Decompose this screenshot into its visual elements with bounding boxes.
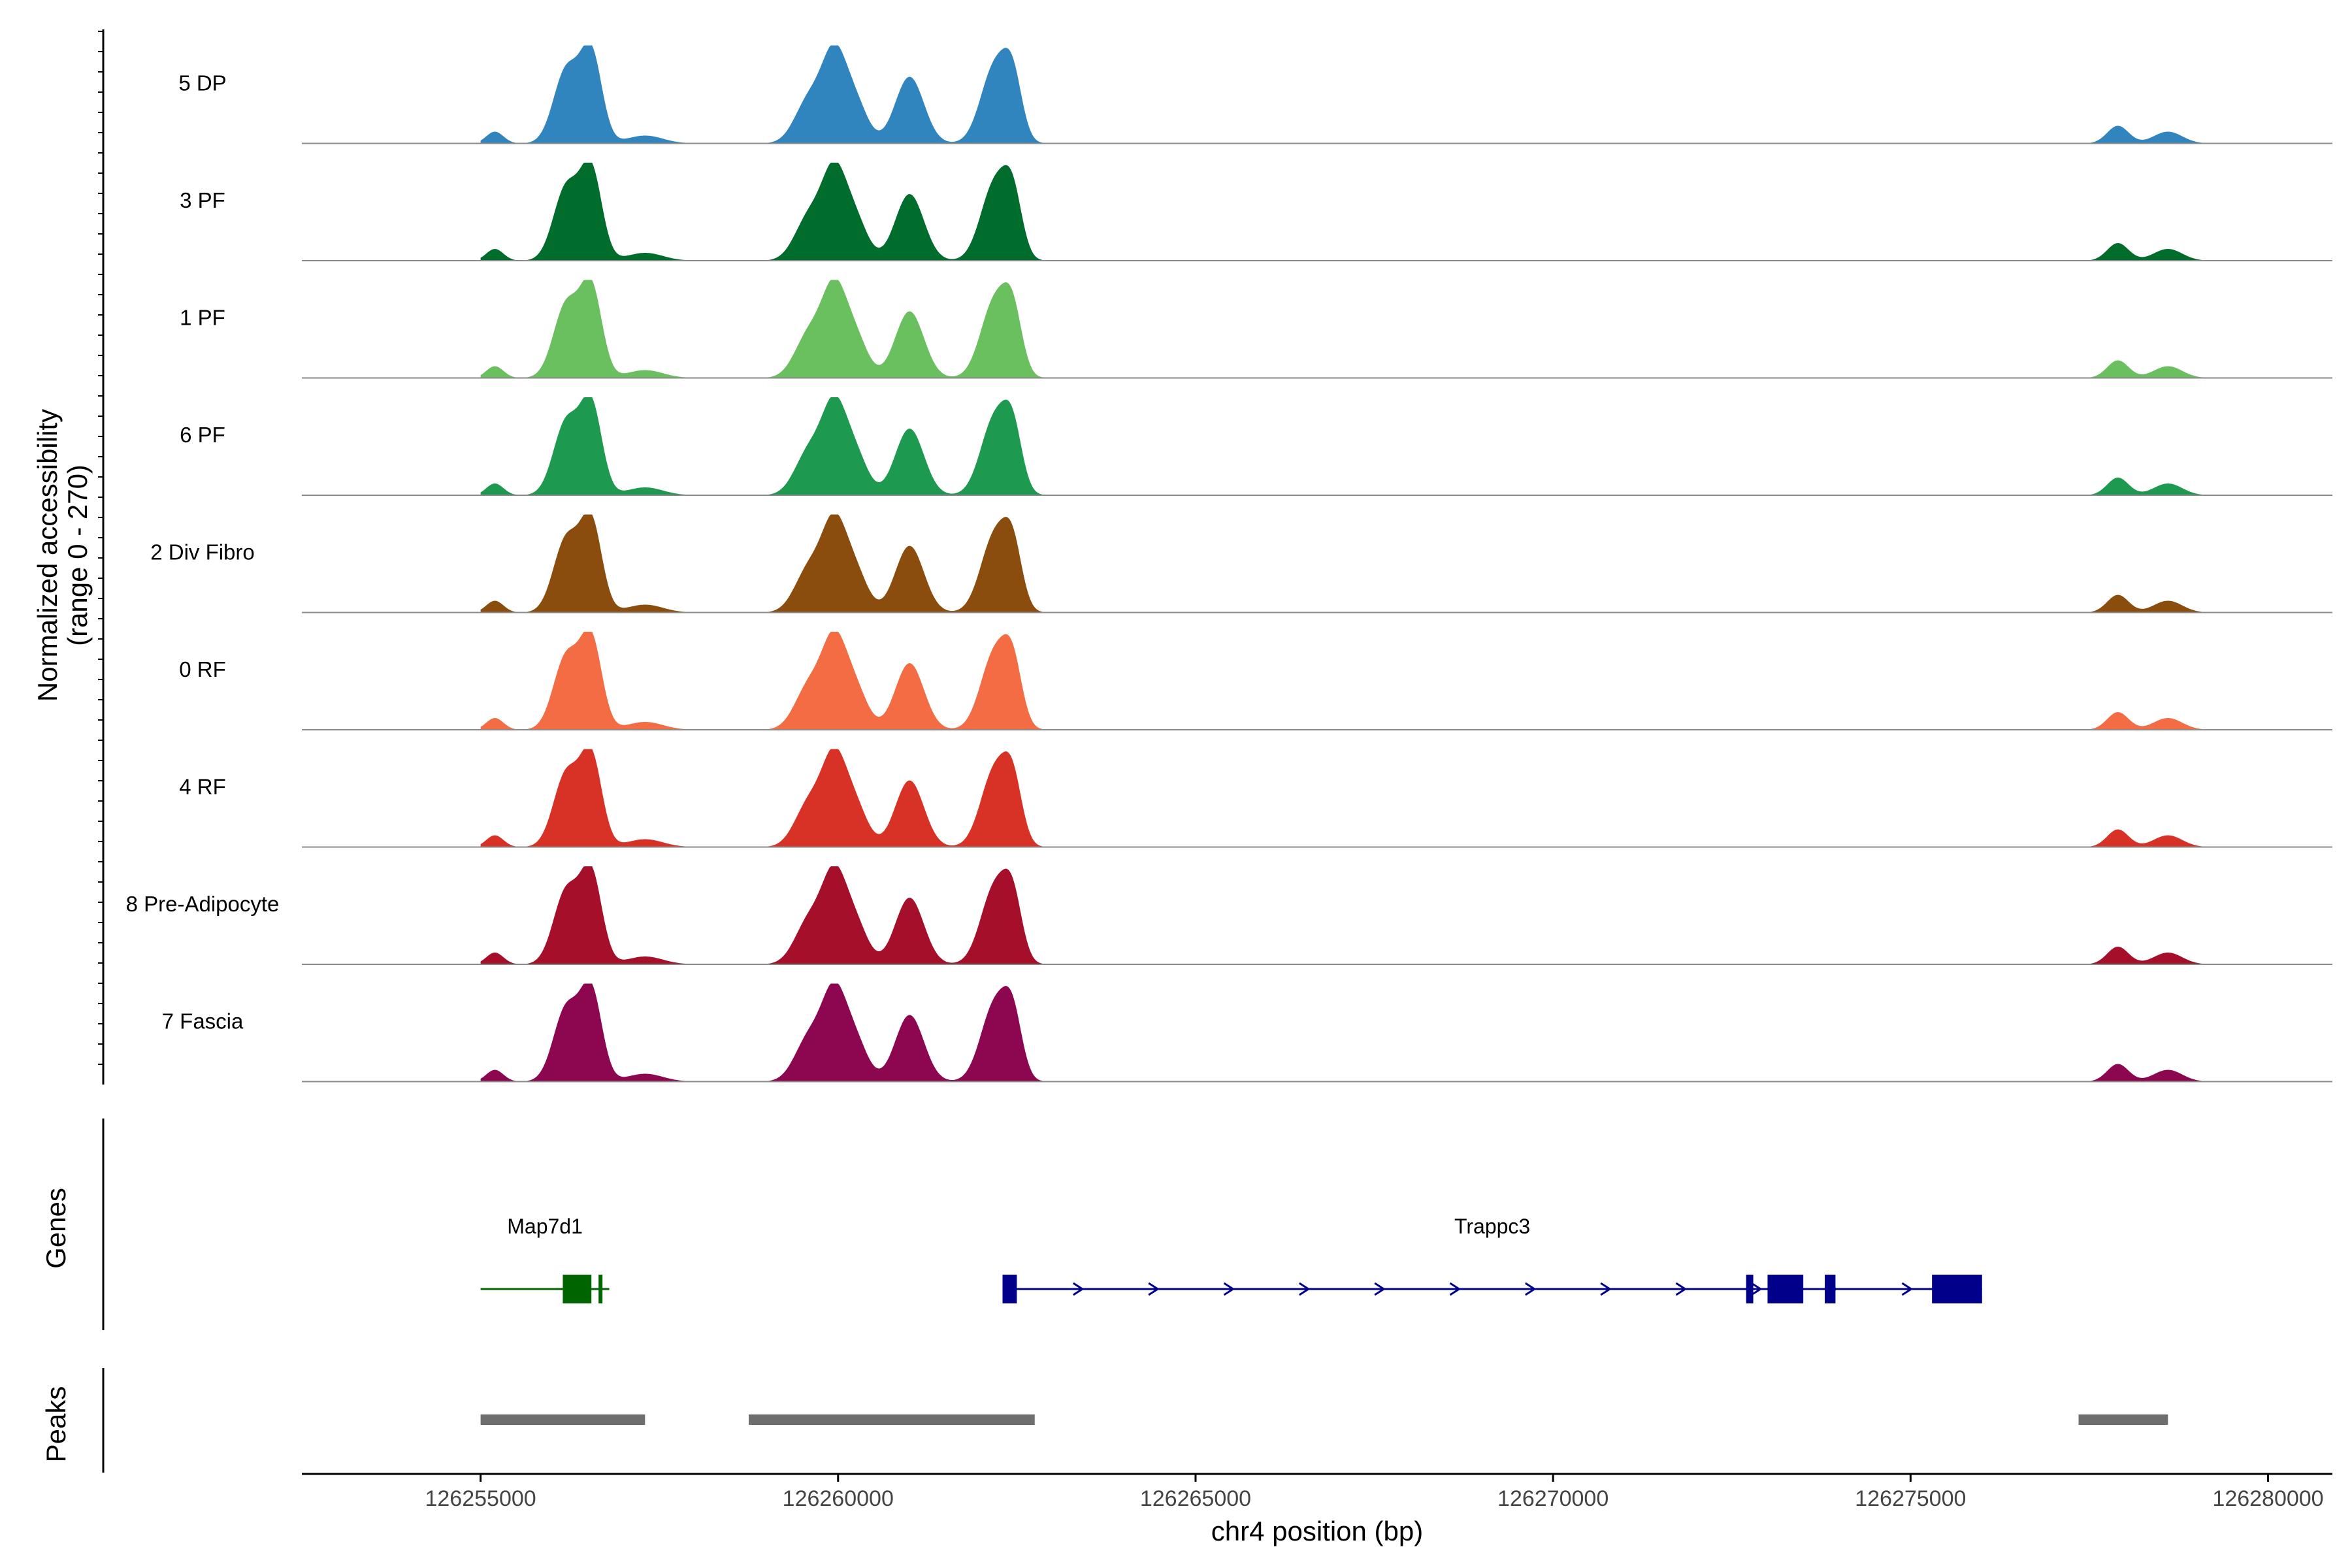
coverage-track: 1 PF bbox=[180, 280, 2332, 379]
x-tick-label: 126260000 bbox=[783, 1486, 894, 1511]
peaks-panel bbox=[480, 1414, 2168, 1425]
x-axis-title: chr4 position (bp) bbox=[1211, 1516, 1424, 1546]
x-tick-label: 126265000 bbox=[1140, 1486, 1251, 1511]
strand-arrow bbox=[1223, 1282, 1235, 1296]
track-label: 4 RF bbox=[179, 775, 226, 799]
strand-arrow bbox=[1600, 1282, 1612, 1296]
x-tick-label: 126255000 bbox=[425, 1486, 536, 1511]
track-label: 1 PF bbox=[180, 306, 225, 330]
peak-region bbox=[480, 1414, 645, 1425]
strand-arrow bbox=[1524, 1282, 1537, 1296]
genes-panel: Map7d1 Trappc3 bbox=[480, 1215, 1982, 1303]
coverage-track: 4 RF bbox=[179, 749, 2332, 848]
x-axis-ticks: 126255000 126260000 126265000 126270000 1262… bbox=[425, 1474, 2324, 1511]
y-axis-title: Normalized accessibility (range 0 - 270) bbox=[32, 409, 93, 702]
y-axis-title-line2: (range 0 - 270) bbox=[62, 465, 93, 646]
coverage-track: 6 PF bbox=[180, 397, 2332, 496]
coverage-track: 7 Fascia bbox=[162, 983, 2332, 1083]
gene-exon bbox=[1825, 1275, 1836, 1303]
gene-exon bbox=[563, 1275, 592, 1303]
strand-arrow bbox=[1298, 1282, 1311, 1296]
track-label: 3 PF bbox=[180, 188, 225, 212]
coverage-area bbox=[480, 632, 2276, 730]
coverage-area bbox=[480, 163, 2276, 261]
gene-exon bbox=[1767, 1275, 1804, 1303]
strand-arrow bbox=[1675, 1282, 1688, 1296]
gene-model: Map7d1 bbox=[480, 1215, 610, 1303]
coverage-track: 0 RF bbox=[179, 632, 2332, 730]
gene-exon bbox=[1746, 1275, 1754, 1303]
coverage-area bbox=[480, 280, 2276, 378]
peak-region bbox=[748, 1414, 1035, 1425]
gene-model: Trappc3 bbox=[1002, 1215, 1982, 1303]
coverage-area bbox=[480, 45, 2276, 144]
strand-arrow bbox=[1374, 1282, 1386, 1296]
strand-arrow bbox=[1449, 1282, 1462, 1296]
track-label: 7 Fascia bbox=[162, 1009, 244, 1034]
track-label: 0 RF bbox=[179, 657, 226, 681]
strand-arrow bbox=[1148, 1282, 1160, 1296]
track-label: 8 Pre-Adipocyte bbox=[126, 892, 280, 916]
coverage-area bbox=[480, 749, 2276, 847]
x-tick-label: 126270000 bbox=[1497, 1486, 1609, 1511]
track-label: 6 PF bbox=[180, 423, 225, 447]
coverage-y-ticks bbox=[98, 31, 103, 1065]
strand-arrow bbox=[1072, 1282, 1085, 1296]
gene-name: Trappc3 bbox=[1454, 1215, 1530, 1238]
y-axis-title-line1: Normalized accessibility bbox=[32, 409, 63, 702]
coverage-track: 8 Pre-Adipocyte bbox=[126, 866, 2332, 965]
strand-arrow bbox=[1750, 1282, 1763, 1296]
gene-exon bbox=[1002, 1275, 1017, 1303]
x-tick-label: 126280000 bbox=[2212, 1486, 2323, 1511]
coverage-track: 2 Div Fibro bbox=[150, 514, 2332, 613]
coverage-track: 5 DP bbox=[178, 45, 2332, 144]
gene-name: Map7d1 bbox=[507, 1215, 583, 1238]
gene-exon bbox=[598, 1275, 603, 1303]
x-tick-label: 126275000 bbox=[1855, 1486, 1966, 1511]
track-label: 2 Div Fibro bbox=[150, 540, 255, 564]
coverage-area bbox=[480, 514, 2276, 613]
track-label: 5 DP bbox=[178, 71, 226, 95]
coverage-area bbox=[480, 983, 2276, 1082]
strand-arrow bbox=[1901, 1282, 1914, 1296]
peak-region bbox=[2078, 1414, 2168, 1425]
coverage-tracks: 5 DP 3 PF 1 PF 6 PF 2 Div Fibro 0 RF 4 RF 8 Pre… bbox=[126, 45, 2332, 1083]
coverage-area bbox=[480, 866, 2276, 964]
peaks-panel-title: Peaks bbox=[41, 1386, 71, 1463]
coverage-area bbox=[480, 397, 2276, 495]
genes-panel-title: Genes bbox=[41, 1188, 71, 1269]
gene-exon bbox=[1932, 1275, 1982, 1303]
coverage-track: 3 PF bbox=[180, 163, 2332, 261]
